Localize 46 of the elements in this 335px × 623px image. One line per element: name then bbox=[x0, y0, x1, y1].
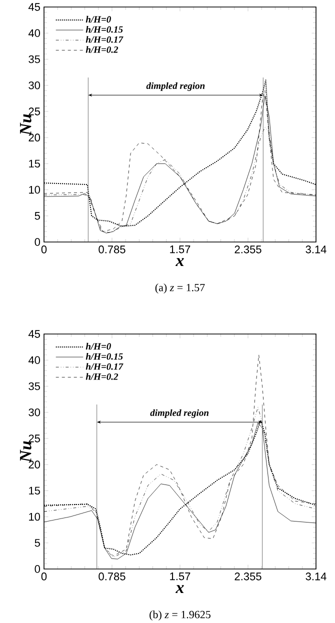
x-axis-title: x bbox=[176, 585, 184, 593]
y-tick-label: 30 bbox=[28, 408, 40, 416]
x-tick-label: 0 bbox=[41, 572, 47, 580]
annotation: dimpled region bbox=[150, 409, 209, 418]
x-tick-label: 0.785 bbox=[98, 246, 126, 254]
y-tick-label: 0 bbox=[34, 565, 40, 573]
y-axis-title: Nu bbox=[20, 441, 32, 463]
y-axis-title: Nu bbox=[20, 114, 32, 136]
y-tick-label: 45 bbox=[28, 3, 40, 11]
text: (b) z = 1.9625 bbox=[150, 610, 210, 621]
x-tick-label: 0 bbox=[41, 246, 47, 254]
x-tick-label: 0.785 bbox=[98, 572, 126, 580]
y-tick-label: 35 bbox=[28, 55, 40, 64]
x-tick-label: 3.14 bbox=[306, 246, 326, 254]
y-tick-label: 30 bbox=[28, 81, 40, 90]
legend-label: h/H=0 bbox=[86, 342, 111, 350]
y-tick-label: 10 bbox=[29, 186, 40, 194]
y-tick-label: 40 bbox=[28, 356, 40, 364]
y-tick-label: 15 bbox=[29, 486, 40, 495]
y-tick-label: 45 bbox=[28, 330, 40, 338]
legend-label: h/H=0.15 bbox=[86, 353, 123, 360]
y-tick-label: 0 bbox=[34, 238, 40, 246]
x-tick-label: 2.355 bbox=[234, 572, 262, 580]
y-tick-label: 5 bbox=[34, 539, 40, 547]
x-tick-label: 1.57 bbox=[170, 572, 190, 580]
y-tick-label: 25 bbox=[28, 434, 40, 442]
text: (a) z = 1.57 bbox=[155, 284, 205, 294]
x-axis-title: x bbox=[176, 258, 184, 266]
y-tick-label: 20 bbox=[28, 134, 40, 142]
y-tick-label: 40 bbox=[28, 29, 40, 38]
y-tick-label: 15 bbox=[29, 160, 40, 168]
legend-label: h/H=0.17 bbox=[86, 36, 124, 43]
y-tick-label: 10 bbox=[29, 512, 40, 521]
x-tick-label: 1.57 bbox=[170, 246, 190, 254]
y-tick-label: 5 bbox=[34, 212, 40, 220]
legend-label: h/H=0 bbox=[86, 16, 111, 23]
legend-label: h/H=0.15 bbox=[86, 26, 123, 33]
legend-label: h/H=0.2 bbox=[86, 46, 118, 53]
y-tick-label: 35 bbox=[28, 382, 40, 390]
y-tick-label: 20 bbox=[28, 460, 40, 468]
y-tick-label: 25 bbox=[28, 108, 40, 116]
legend-label: h/H=0.17 bbox=[86, 363, 124, 370]
annotation: dimpled region bbox=[146, 82, 205, 91]
x-tick-label: 2.355 bbox=[234, 246, 262, 254]
legend-label: h/H=0.2 bbox=[86, 373, 118, 380]
x-tick-label: 3.14 bbox=[306, 572, 326, 580]
